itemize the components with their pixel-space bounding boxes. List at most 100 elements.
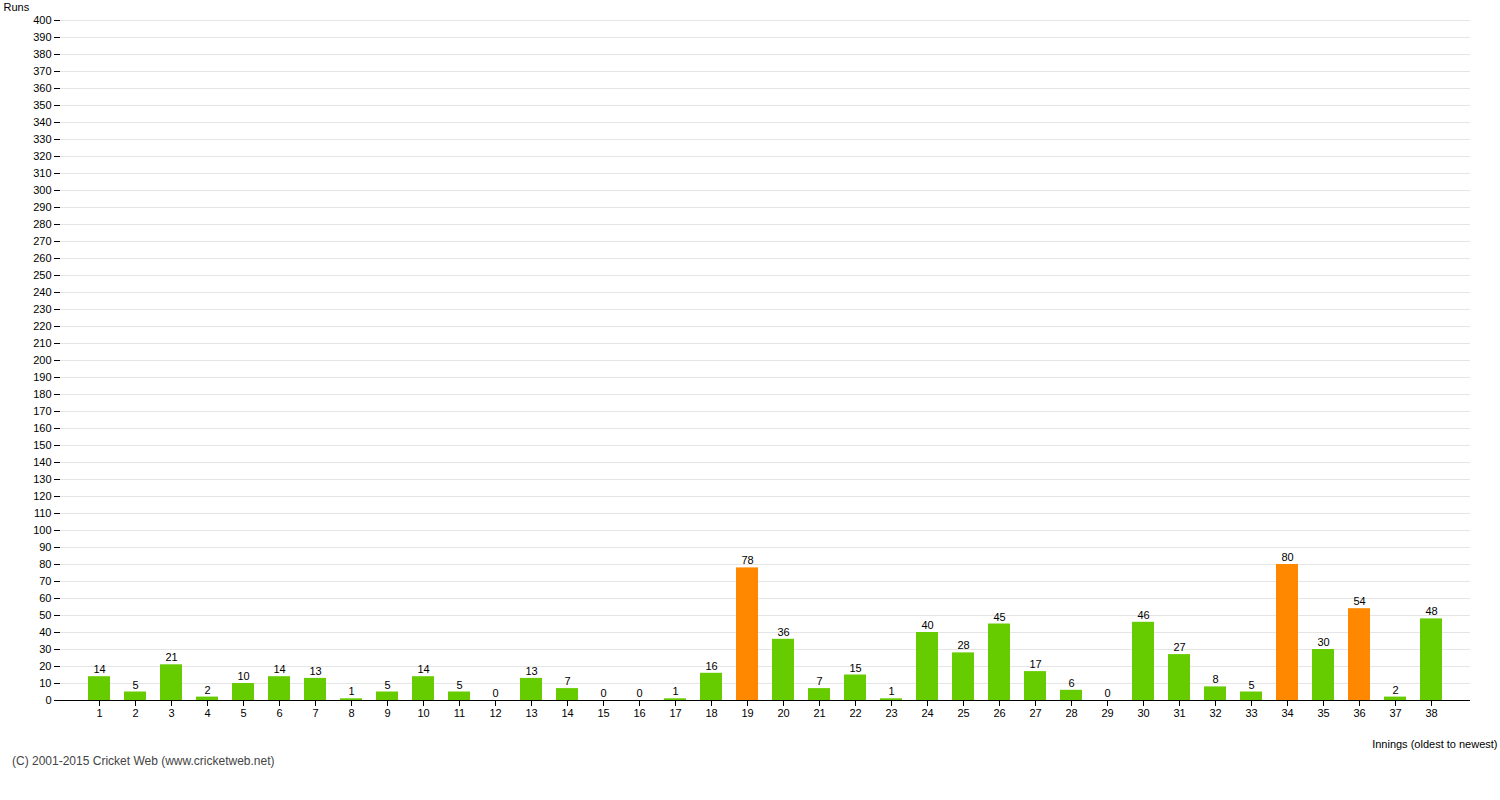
svg-text:16: 16: [705, 660, 717, 672]
svg-text:19: 19: [741, 707, 753, 719]
svg-text:50: 50: [39, 609, 51, 621]
svg-text:21: 21: [813, 707, 825, 719]
svg-text:46: 46: [1137, 609, 1149, 621]
svg-text:380: 380: [33, 48, 51, 60]
svg-text:0: 0: [492, 687, 498, 699]
svg-text:260: 260: [33, 252, 51, 264]
svg-text:210: 210: [33, 337, 51, 349]
svg-text:13: 13: [525, 665, 537, 677]
svg-text:27: 27: [1173, 641, 1185, 653]
svg-text:15: 15: [849, 662, 861, 674]
svg-text:40: 40: [921, 619, 933, 631]
svg-text:250: 250: [33, 269, 51, 281]
svg-text:5: 5: [384, 679, 390, 691]
svg-text:150: 150: [33, 439, 51, 451]
svg-text:5: 5: [456, 679, 462, 691]
svg-text:20: 20: [39, 660, 51, 672]
svg-text:270: 270: [33, 235, 51, 247]
svg-text:48: 48: [1425, 605, 1437, 617]
svg-text:22: 22: [849, 707, 861, 719]
svg-text:360: 360: [33, 82, 51, 94]
svg-text:21: 21: [165, 651, 177, 663]
svg-text:24: 24: [921, 707, 933, 719]
svg-text:160: 160: [33, 422, 51, 434]
svg-text:30: 30: [1137, 707, 1149, 719]
svg-text:1: 1: [96, 707, 102, 719]
svg-text:90: 90: [39, 541, 51, 553]
svg-text:25: 25: [957, 707, 969, 719]
svg-text:13: 13: [309, 665, 321, 677]
svg-text:78: 78: [741, 554, 753, 566]
svg-text:20: 20: [777, 707, 789, 719]
svg-text:5: 5: [240, 707, 246, 719]
svg-text:280: 280: [33, 218, 51, 230]
svg-text:12: 12: [489, 707, 501, 719]
svg-text:29: 29: [1101, 707, 1113, 719]
svg-text:8: 8: [1212, 673, 1218, 685]
svg-text:10: 10: [39, 677, 51, 689]
svg-text:Runs: Runs: [4, 1, 30, 13]
svg-text:80: 80: [1281, 551, 1293, 563]
svg-text:70: 70: [39, 575, 51, 587]
svg-text:390: 390: [33, 31, 51, 43]
svg-text:140: 140: [33, 456, 51, 468]
svg-text:310: 310: [33, 167, 51, 179]
svg-text:1: 1: [888, 685, 894, 697]
svg-text:28: 28: [1065, 707, 1077, 719]
svg-text:7: 7: [312, 707, 318, 719]
svg-text:35: 35: [1317, 707, 1329, 719]
svg-text:100: 100: [33, 524, 51, 536]
svg-text:37: 37: [1389, 707, 1401, 719]
svg-text:350: 350: [33, 99, 51, 111]
svg-text:14: 14: [93, 663, 105, 675]
svg-text:18: 18: [705, 707, 717, 719]
svg-text:1: 1: [672, 685, 678, 697]
svg-text:17: 17: [1029, 658, 1041, 670]
svg-text:34: 34: [1281, 707, 1293, 719]
svg-text:27: 27: [1029, 707, 1041, 719]
svg-text:60: 60: [39, 592, 51, 604]
svg-text:2: 2: [1392, 684, 1398, 696]
svg-text:33: 33: [1245, 707, 1257, 719]
svg-text:14: 14: [273, 663, 285, 675]
svg-text:2: 2: [132, 707, 138, 719]
svg-text:9: 9: [384, 707, 390, 719]
svg-text:170: 170: [33, 405, 51, 417]
svg-text:14: 14: [561, 707, 573, 719]
svg-text:30: 30: [39, 643, 51, 655]
svg-text:110: 110: [34, 507, 52, 519]
svg-text:400: 400: [33, 14, 51, 26]
svg-text:17: 17: [669, 707, 681, 719]
svg-text:7: 7: [564, 675, 570, 687]
svg-text:4: 4: [204, 707, 210, 719]
svg-text:230: 230: [33, 303, 51, 315]
svg-text:180: 180: [33, 388, 51, 400]
svg-text:120: 120: [33, 490, 51, 502]
svg-text:36: 36: [777, 626, 789, 638]
svg-text:290: 290: [33, 201, 51, 213]
svg-text:28: 28: [957, 639, 969, 651]
svg-text:130: 130: [33, 473, 51, 485]
svg-text:0: 0: [636, 687, 642, 699]
svg-text:5: 5: [132, 679, 138, 691]
svg-text:15: 15: [597, 707, 609, 719]
svg-text:38: 38: [1425, 707, 1437, 719]
svg-text:1: 1: [348, 685, 354, 697]
svg-text:330: 330: [33, 133, 51, 145]
svg-text:6: 6: [1068, 677, 1074, 689]
svg-text:300: 300: [33, 184, 51, 196]
svg-text:2: 2: [204, 684, 210, 696]
svg-text:8: 8: [348, 707, 354, 719]
svg-text:40: 40: [39, 626, 51, 638]
svg-text:16: 16: [633, 707, 645, 719]
svg-text:32: 32: [1209, 707, 1221, 719]
svg-text:36: 36: [1353, 707, 1365, 719]
svg-text:Innings (oldest to newest): Innings (oldest to newest): [1372, 738, 1497, 750]
svg-text:3: 3: [168, 707, 174, 719]
svg-text:320: 320: [33, 150, 51, 162]
svg-text:0: 0: [600, 687, 606, 699]
svg-text:26: 26: [993, 707, 1005, 719]
svg-text:0: 0: [1104, 687, 1110, 699]
svg-text:14: 14: [417, 663, 429, 675]
svg-text:200: 200: [33, 354, 51, 366]
